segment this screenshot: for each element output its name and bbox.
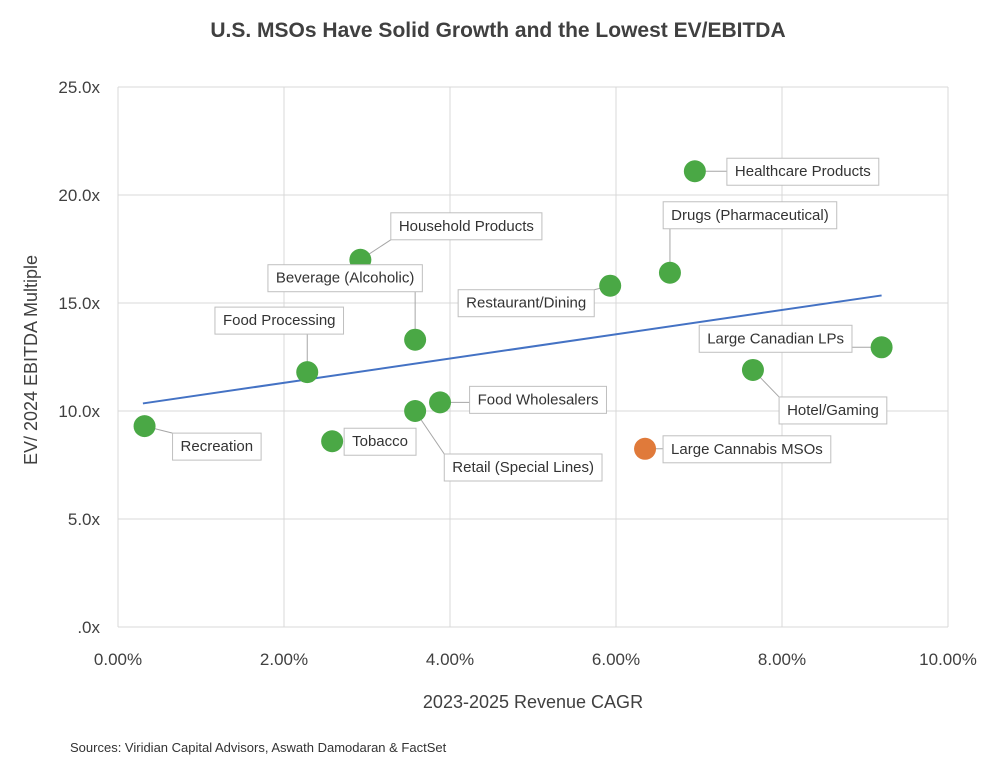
x-tick-label: 4.00%	[426, 650, 474, 669]
label-box	[662, 201, 838, 230]
chart-title: U.S. MSOs Have Solid Growth and the Lowe…	[210, 19, 785, 42]
label-box	[457, 289, 595, 318]
x-tick-label: 8.00%	[758, 650, 806, 669]
label-box	[343, 427, 417, 456]
point-label: Large Cannabis MSOs	[662, 435, 832, 464]
point-label: Beverage (Alcoholic)	[267, 264, 423, 293]
data-point	[429, 391, 452, 414]
point-label-text: Recreation	[181, 438, 254, 455]
y-tick-label: 15.0x	[58, 294, 100, 313]
point-labels: Recreation Food Processing Tobacco Househol…	[172, 157, 888, 482]
point-label-text: Tobacco	[352, 433, 408, 450]
data-point	[870, 336, 893, 359]
point-label: Food Wholesalers	[469, 385, 607, 414]
point-label: Healthcare Products	[726, 157, 880, 186]
data-point	[133, 415, 156, 438]
label-box	[172, 432, 262, 461]
label-box	[662, 435, 832, 464]
point-label-text: Food Processing	[223, 312, 336, 329]
data-point	[634, 437, 657, 460]
label-box	[390, 212, 543, 241]
data-point	[683, 160, 706, 183]
data-point	[404, 400, 427, 422]
label-box	[778, 396, 888, 425]
point-label-text: Healthcare Products	[735, 163, 871, 180]
point-label: Recreation	[172, 432, 262, 461]
point-label: Large Canadian LPs	[698, 324, 853, 353]
y-tick-label: 20.0x	[58, 186, 100, 205]
point-label-text: Retail (Special Lines)	[452, 459, 594, 476]
label-box	[214, 306, 345, 335]
point-label: Retail (Special Lines)	[443, 453, 603, 482]
point-label: Restaurant/Dining	[457, 289, 595, 318]
y-tick-label: .0x	[77, 618, 100, 637]
data-point	[658, 261, 681, 284]
data-point	[321, 430, 344, 453]
point-label-text: Household Products	[399, 218, 534, 235]
x-tick-label: 2.00%	[260, 650, 308, 669]
point-label-text: Hotel/Gaming	[787, 402, 879, 419]
point-label-text: Large Canadian LPs	[707, 330, 844, 347]
point-label-text: Large Cannabis MSOs	[671, 441, 823, 458]
data-point	[404, 328, 427, 351]
trendline	[142, 294, 882, 405]
data-point	[741, 358, 764, 381]
y-tick-label: 5.0x	[68, 510, 101, 529]
x-tick-label: 0.00%	[94, 650, 142, 669]
y-tick-label: 10.0x	[58, 402, 100, 421]
point-label-text: Food Wholesalers	[478, 391, 599, 408]
y-axis-title: EV/ 2024 EBITDA Multiple	[21, 255, 41, 465]
point-label-text: Drugs (Pharmaceutical)	[671, 207, 829, 224]
label-box	[469, 385, 607, 414]
point-label: Tobacco	[343, 427, 417, 456]
x-tick-label: 10.00%	[919, 650, 977, 669]
point-label-text: Beverage (Alcoholic)	[276, 270, 414, 287]
point-label: Hotel/Gaming	[778, 396, 888, 425]
data-point	[599, 274, 622, 297]
trendline-group	[142, 294, 882, 405]
label-box	[267, 264, 423, 293]
y-axis-ticks: .0x 5.0x 10.0x 15.0x 20.0x 25.0x	[58, 78, 100, 637]
x-tick-label: 6.00%	[592, 650, 640, 669]
point-label: Drugs (Pharmaceutical)	[662, 201, 838, 230]
x-axis-ticks: 0.00% 2.00% 4.00% 6.00% 8.00% 10.00%	[94, 650, 977, 669]
label-box	[443, 453, 603, 482]
y-tick-label: 25.0x	[58, 78, 100, 97]
source-note: Sources: Viridian Capital Advisors, Aswa…	[70, 740, 447, 755]
point-label: Food Processing	[214, 306, 345, 335]
point-label: Household Products	[390, 212, 543, 241]
x-axis-title: 2023-2025 Revenue CAGR	[423, 692, 643, 712]
point-label-text: Restaurant/Dining	[466, 295, 586, 312]
label-box	[726, 157, 880, 186]
data-points	[133, 160, 893, 460]
data-point	[296, 361, 319, 384]
label-box	[698, 324, 853, 353]
